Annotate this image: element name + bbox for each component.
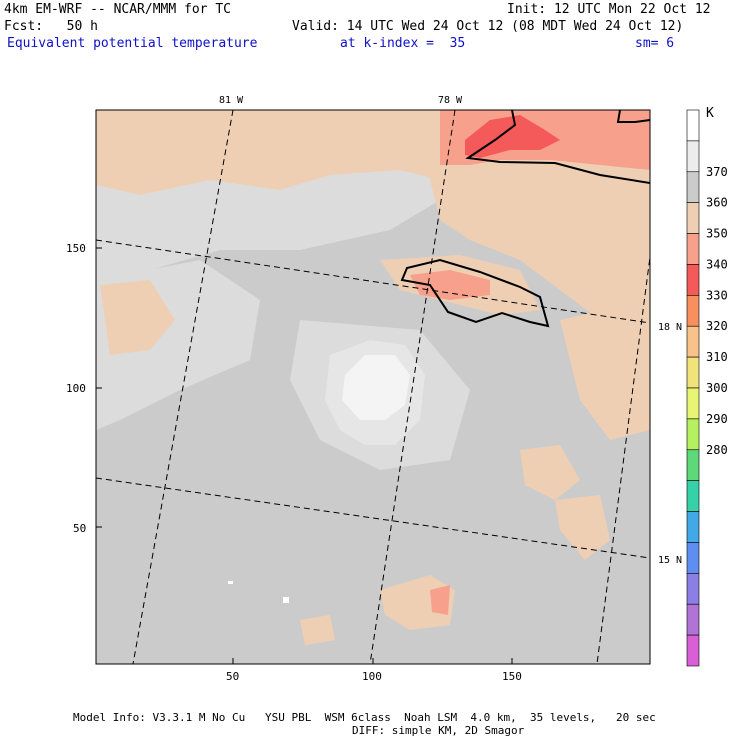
colorbar-level-label: 280 bbox=[706, 443, 728, 457]
colorbar-swatch bbox=[686, 295, 700, 327]
contour-350-sw1 bbox=[300, 615, 335, 645]
y-tick-150: 150 bbox=[66, 242, 86, 255]
contour-350-east bbox=[560, 300, 650, 440]
k-index: at k-index = 35 bbox=[340, 36, 466, 51]
lon-label-81w: 81 W bbox=[219, 95, 244, 106]
valid-time: Valid: 14 UTC Wed 24 Oct 12 (08 MDT Wed … bbox=[292, 19, 684, 34]
colorbar-swatch bbox=[686, 603, 700, 636]
field-name: Equivalent potential temperature bbox=[7, 36, 258, 51]
contour-340-mid bbox=[410, 270, 490, 300]
speck-2 bbox=[228, 581, 233, 584]
lon-label-78w: 78 W bbox=[438, 95, 463, 106]
model-title: 4km EM-WRF -- NCAR/MMM for TC bbox=[4, 2, 231, 17]
colorbar-swatch bbox=[686, 140, 700, 173]
colorbar-swatch bbox=[686, 325, 700, 358]
y-tick-100: 100 bbox=[66, 382, 86, 395]
island-north-east bbox=[616, 110, 650, 123]
parallel-18n bbox=[96, 239, 650, 324]
colorbar-swatch bbox=[686, 109, 700, 142]
lat-label-18n: 18 N bbox=[658, 322, 682, 333]
colorbar-level-label: 360 bbox=[706, 196, 728, 210]
colorbar-swatch bbox=[686, 356, 700, 389]
island-mid bbox=[400, 258, 550, 328]
contour-350-westband bbox=[100, 280, 175, 355]
colorbar-swatch bbox=[686, 480, 700, 512]
diffusion-footer: DIFF: simple KM, 2D Smagor bbox=[352, 724, 525, 737]
colorbar-swatch bbox=[686, 171, 700, 203]
colorbar-level-label: 350 bbox=[706, 227, 728, 241]
colorbar-level-label: 370 bbox=[706, 165, 728, 179]
colorbar-swatch bbox=[686, 542, 700, 574]
theta-e-shading bbox=[96, 110, 650, 645]
smoothing: sm= 6 bbox=[635, 36, 675, 51]
x-tick-150: 150 bbox=[502, 670, 522, 683]
x-tick-50: 50 bbox=[226, 670, 239, 683]
contour-340-s bbox=[430, 585, 450, 615]
colorbar-level-label: 290 bbox=[706, 412, 728, 426]
colorbar-swatch bbox=[686, 233, 700, 265]
meridian-78w bbox=[369, 110, 456, 664]
x-tick-100: 100 bbox=[362, 670, 382, 683]
colorbar-swatch bbox=[686, 511, 700, 543]
colorbar-unit: K bbox=[706, 106, 714, 121]
colorbar-level-label: 300 bbox=[706, 381, 728, 395]
parallel-15n bbox=[96, 477, 650, 559]
forecast-hour: Fcst: 50 h bbox=[4, 19, 98, 34]
colorbar-level-label: 310 bbox=[706, 350, 728, 364]
colorbar-level-label: 330 bbox=[706, 288, 728, 302]
contour-350-se1 bbox=[520, 445, 580, 500]
colorbar: 370 360 350 340 330 320 310 300 290 280 bbox=[686, 109, 728, 667]
colorbar-swatch bbox=[686, 449, 700, 481]
contour-350-se2 bbox=[555, 495, 610, 560]
contour-350-north bbox=[96, 110, 440, 195]
contour-365-ring bbox=[325, 340, 425, 445]
colorbar-swatch bbox=[686, 387, 700, 420]
colorbar-swatch bbox=[686, 418, 700, 451]
colorbar-level-label: 340 bbox=[706, 257, 728, 271]
colorbar-level-label: 320 bbox=[706, 319, 728, 333]
coastline bbox=[400, 110, 650, 328]
island-north bbox=[465, 110, 650, 184]
lat-label-15n: 15 N bbox=[658, 555, 682, 566]
y-tick-50: 50 bbox=[73, 522, 86, 535]
colorbar-swatch bbox=[686, 202, 700, 234]
contour-330-north bbox=[465, 115, 560, 158]
init-time: Init: 12 UTC Mon 22 Oct 12 bbox=[507, 2, 711, 17]
colorbar-swatch bbox=[686, 573, 700, 605]
meridian-81w bbox=[132, 110, 234, 664]
colorbar-swatch bbox=[686, 264, 700, 296]
colorbar-swatch bbox=[686, 634, 700, 667]
model-info-footer: Model Info: V3.3.1 M No Cu YSU PBL WSM 6… bbox=[73, 711, 656, 724]
speck-1 bbox=[283, 597, 289, 603]
tick-marks bbox=[96, 247, 513, 664]
